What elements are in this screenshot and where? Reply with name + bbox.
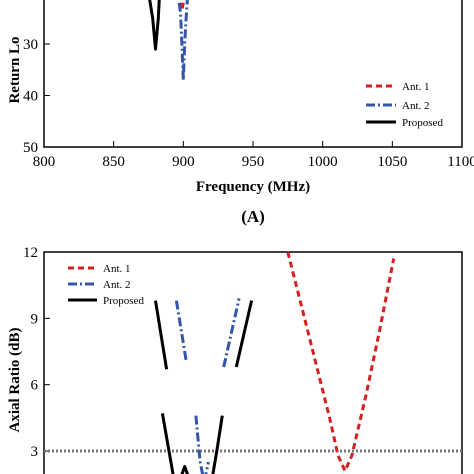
panel-b-series-line-3-segment-3 bbox=[160, 413, 190, 474]
panel-b-y-tick-label: 6 bbox=[31, 378, 39, 394]
panel-b-series-line-2-segment-1 bbox=[174, 300, 188, 361]
panel-a-legend-entry: Ant. 2 bbox=[402, 100, 430, 112]
panel-b: 3 6 9 12 Ant. 1 Ant. 2 Proposed Axial Ratio (… bbox=[7, 245, 463, 474]
panel-b-y-tick-label: 9 bbox=[31, 311, 39, 327]
panel-b-y-tick-label: 12 bbox=[23, 245, 38, 261]
panel-b-series-line-2-segment-2 bbox=[222, 298, 241, 368]
panel-b-y-axis-label: Axial Ratio (dB) bbox=[7, 327, 23, 432]
panel-a-legend-entry: Proposed bbox=[402, 117, 443, 129]
panel-b-y-tick-label: 3 bbox=[31, 444, 39, 460]
panel-a-y-tick-label: 50 bbox=[23, 140, 38, 156]
panel-a-x-axis-label: Frequency (MHz) bbox=[196, 179, 310, 195]
panel-a-y-tick-label: 40 bbox=[23, 89, 38, 105]
panel-a-legend-entry: Ant. 1 bbox=[402, 81, 430, 93]
panel-a-x-tick-label: 800 bbox=[33, 154, 56, 170]
panel-a-label: (A) bbox=[241, 207, 265, 226]
panel-a-series-line-2 bbox=[177, 0, 189, 82]
panel-a-x-tick-label: 950 bbox=[242, 154, 265, 170]
panel-b-series-line-3-segment-1 bbox=[154, 300, 169, 370]
panel-a-plot-frame bbox=[43, 0, 463, 148]
panel-b-series-line-1-segment-1 bbox=[286, 251, 396, 473]
panel-a-y-axis-label: Return Lo bbox=[7, 36, 23, 103]
panel-a-series-line-3 bbox=[148, 0, 161, 51]
panel-b-legend-entry: Proposed bbox=[103, 295, 144, 307]
panel-a: 800 850 900 950 1000 1050 1100 30 40 50 Ant. 1 Ant… bbox=[7, 0, 474, 226]
panel-b-plot-frame bbox=[43, 251, 463, 474]
panel-b-series-line-3-segment-4 bbox=[211, 415, 224, 474]
panel-b-series-line-3-segment-2 bbox=[234, 300, 254, 368]
panel-a-x-tick-label: 1100 bbox=[447, 154, 474, 170]
panel-a-x-tick-label: 1000 bbox=[308, 154, 338, 170]
panel-b-legend-entry: Ant. 1 bbox=[103, 263, 131, 275]
panel-a-x-tick-label: 900 bbox=[172, 154, 195, 170]
panel-a-x-tick-label: 850 bbox=[102, 154, 125, 170]
panel-a-x-tick-label: 1050 bbox=[377, 154, 407, 170]
panel-a-y-tick-label: 30 bbox=[23, 37, 38, 53]
panel-b-series-line-2-segment-3 bbox=[194, 415, 210, 474]
panel-b-legend-entry: Ant. 2 bbox=[103, 279, 131, 291]
